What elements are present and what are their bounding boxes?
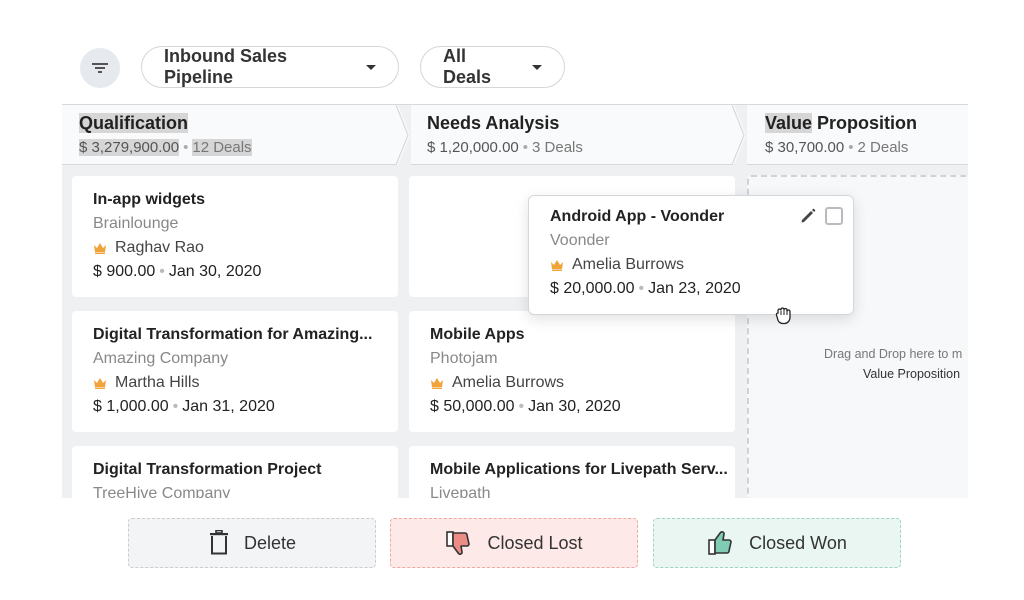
filter-button[interactable] (80, 48, 120, 88)
deal-company: Voonder (550, 232, 610, 249)
dragged-deal-card[interactable]: Android App - Voonder Voonder Amelia Bur… (528, 195, 854, 315)
crown-icon (431, 378, 443, 389)
deal-amount: $ 1,000.00 (93, 398, 169, 415)
deal-company: Amazing Company (93, 350, 229, 367)
deal-title: Mobile Applications for Livepath Serv... (430, 461, 728, 478)
stage-amount: $ 1,20,000.00 (427, 139, 519, 156)
deal-title: Digital Transformation for Amazing... (93, 326, 373, 343)
stage-summary: $ 3,279,900.00 • 12 Deals (79, 139, 252, 156)
deal-date: Jan 30, 2020 (168, 263, 262, 280)
deal-card[interactable]: Digital Transformation for Amazing... Am… (72, 311, 398, 432)
deal-owner: Martha Hills (93, 374, 398, 392)
crown-icon (94, 378, 106, 389)
stage-amount: $ 3,279,900.00 (79, 139, 180, 156)
deal-title: Mobile Apps (430, 326, 525, 343)
stage-name: Qualification (79, 113, 189, 133)
deal-view-select-label: All Deals (443, 46, 492, 87)
trash-icon (209, 530, 228, 555)
deal-company: Livepath (430, 485, 491, 498)
stage-deal-count: 3 Deals (532, 139, 583, 156)
drop-zone-stage: Value Proposition (863, 367, 961, 381)
deal-title: In-app widgets (93, 191, 205, 208)
thumbs-up-icon (708, 531, 732, 555)
select-checkbox[interactable] (825, 207, 843, 225)
closed-won-drop-target[interactable]: Closed Won (653, 518, 901, 568)
deal-meta: $ 1,000.00 • Jan 31, 2020 (93, 398, 275, 415)
filter-icon (92, 63, 108, 73)
closed-won-label: Closed Won (749, 532, 847, 553)
drop-zone-hint: Drag and Drop here to m (824, 347, 963, 361)
stage-divider (732, 105, 746, 165)
deal-date: Jan 31, 2020 (182, 398, 275, 415)
deal-company: Photojam (430, 350, 498, 367)
stage-name: Needs Analysis (427, 113, 560, 133)
pencil-icon[interactable] (799, 207, 817, 225)
deal-meta: $ 20,000.00 • Jan 23, 2020 (550, 280, 741, 297)
stage-name: Value Proposition (765, 113, 918, 133)
crown-icon (94, 243, 106, 254)
deal-card[interactable]: In-app widgets Brainlounge Raghav Rao $ … (72, 176, 398, 297)
deal-card[interactable]: Mobile Applications for Livepath Serv...… (409, 446, 735, 498)
deal-amount: $ 50,000.00 (430, 398, 515, 415)
stage-amount: $ 30,700.00 (765, 139, 845, 156)
delete-drop-target[interactable]: Delete (128, 518, 376, 568)
deal-date: Jan 30, 2020 (528, 398, 621, 415)
stage-summary: $ 30,700.00 • 2 Deals (765, 139, 909, 156)
deal-company: TreeHive Company (93, 485, 231, 498)
deal-owner: Raghav Rao (93, 239, 398, 257)
chevron-down-icon (366, 64, 376, 70)
delete-label: Delete (243, 532, 297, 553)
deal-meta: $ 900.00 • Jan 30, 2020 (93, 263, 262, 280)
deal-company: Brainlounge (93, 215, 179, 232)
stage-header-needs-analysis[interactable]: Needs Analysis $ 1,20,000.00 • 3 Deals (411, 105, 735, 165)
chevron-down-icon (532, 64, 542, 70)
deal-view-select[interactable]: All Deals (420, 46, 565, 88)
deal-owner: Amelia Burrows (550, 256, 853, 274)
deal-owner: Amelia Burrows (430, 374, 735, 392)
stage-deal-count: 12 Deals (192, 139, 252, 156)
closed-lost-label: Closed Lost (487, 532, 583, 553)
crown-icon (551, 260, 563, 271)
deal-title: Android App - Voonder (550, 208, 725, 225)
deal-card[interactable]: Digital Transformation Project TreeHive … (72, 446, 398, 498)
deal-amount: $ 20,000.00 (550, 280, 635, 297)
deal-card[interactable]: Mobile Apps Photojam Amelia Burrows $ 50… (409, 311, 735, 432)
stage-header-qualification[interactable]: Qualification $ 3,279,900.00 • 12 Deals (62, 105, 398, 165)
stage-divider (396, 105, 410, 165)
stage-summary: $ 1,20,000.00 • 3 Deals (427, 139, 583, 156)
closed-lost-drop-target[interactable]: Closed Lost (390, 518, 638, 568)
thumbs-down-icon (446, 531, 471, 555)
deal-amount: $ 900.00 (93, 263, 156, 280)
stage-header-value-proposition[interactable]: Value Proposition $ 30,700.00 • 2 Deals (747, 105, 968, 165)
deal-date: Jan 23, 2020 (648, 280, 741, 297)
stage-deal-count: 2 Deals (857, 139, 909, 156)
deal-meta: $ 50,000.00 • Jan 30, 2020 (430, 398, 621, 415)
pipeline-select-label: Inbound Sales Pipeline (164, 46, 288, 87)
deal-title: Digital Transformation Project (93, 461, 322, 478)
pipeline-select[interactable]: Inbound Sales Pipeline (141, 46, 399, 88)
grab-cursor-icon (775, 307, 791, 325)
